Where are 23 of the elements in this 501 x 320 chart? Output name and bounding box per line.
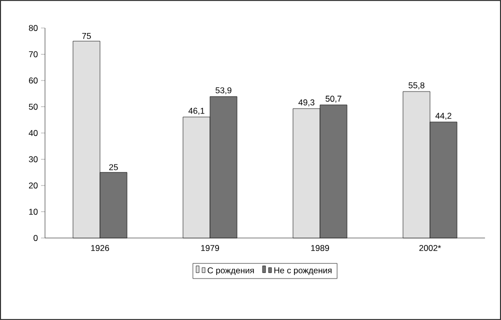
data-label: 75 <box>82 33 91 39</box>
data-label: 53,9 <box>216 87 232 94</box>
x-tick-label: 1979 <box>201 245 220 252</box>
data-label: 55,8 <box>408 82 424 90</box>
y-tick-label: 0 <box>34 235 38 241</box>
y-tick-label: 20 <box>28 182 38 188</box>
x-tick-label: 1926 <box>91 245 110 252</box>
y-tick-label: 40 <box>28 130 38 136</box>
y-tick-label: 70 <box>28 51 38 58</box>
legend-label: Не с рождения <box>274 267 332 275</box>
data-label: 46,1 <box>188 108 204 115</box>
data-label: 50,7 <box>326 96 342 103</box>
y-tick-label: 10 <box>29 208 38 215</box>
y-tick-label: 80 <box>28 25 38 31</box>
x-tick-label: 1989 <box>311 245 330 252</box>
y-tick-label: 30 <box>28 156 38 162</box>
data-label: 44,2 <box>435 112 452 120</box>
y-tick-label: 60 <box>28 78 38 84</box>
data-label: 49,3 <box>298 99 314 106</box>
data-label: 25 <box>109 164 118 170</box>
x-tick-label: 2002* <box>419 245 441 252</box>
legend-label: С рождения <box>208 267 254 276</box>
y-tick-label: 50 <box>28 104 38 110</box>
